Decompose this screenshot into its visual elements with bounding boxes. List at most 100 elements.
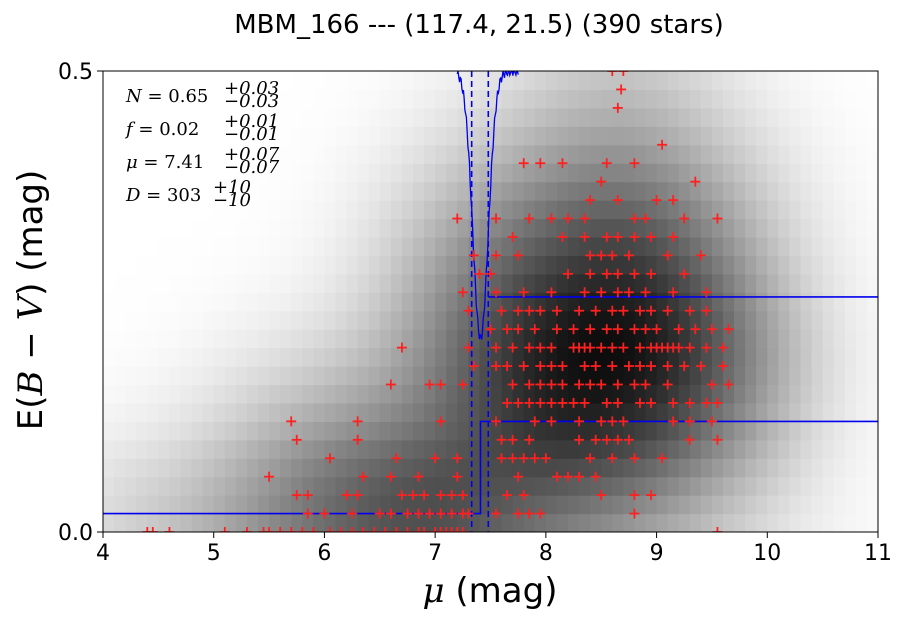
star-marker (662, 361, 673, 372)
density-cell (534, 181, 547, 201)
density-cell (534, 273, 547, 293)
star-marker (485, 268, 496, 279)
density-cell (734, 384, 746, 404)
density-cell (789, 236, 802, 256)
density-cell (811, 89, 824, 109)
density-cell (545, 292, 558, 312)
density-cell (711, 273, 724, 293)
density-cell (390, 384, 403, 404)
density-cell (147, 200, 159, 220)
density-cell (435, 236, 447, 256)
density-cell (158, 200, 171, 220)
density-cell (180, 255, 193, 275)
density-cell (435, 200, 447, 220)
density-cell (523, 71, 536, 91)
density-cell (346, 310, 359, 330)
density-cell (457, 513, 469, 532)
density-cell (424, 107, 436, 127)
density-cell (590, 200, 602, 220)
star-marker (413, 527, 424, 532)
density-cell (125, 384, 137, 404)
density-cell (446, 71, 458, 91)
density-cell (235, 458, 248, 478)
density-cell (800, 384, 813, 404)
density-cell (446, 439, 458, 459)
density-cell (833, 366, 846, 386)
density-cell (114, 292, 126, 312)
density-cell (224, 126, 237, 146)
density-cell (545, 181, 558, 201)
star-marker (701, 397, 712, 408)
density-cell (335, 292, 348, 312)
density-cell (623, 218, 636, 238)
density-cell (246, 273, 259, 293)
y-tick-label: 0.5 (58, 60, 93, 85)
density-cell (723, 366, 735, 386)
density-cell (700, 476, 713, 496)
density-cell (579, 200, 591, 220)
density-cell (745, 402, 757, 422)
density-cell (269, 402, 281, 422)
density-cell (202, 144, 215, 164)
density-cell (258, 236, 270, 256)
density-cell (601, 181, 613, 201)
density-cell (335, 421, 348, 441)
density-cell (590, 513, 602, 532)
density-cell (833, 495, 846, 515)
density-cell (501, 255, 514, 275)
density-cell (180, 163, 193, 183)
density-cell (479, 181, 492, 201)
density-cell (634, 107, 647, 127)
density-cell (258, 200, 270, 220)
density-cell (700, 310, 713, 330)
density-cell (324, 310, 337, 330)
density-cell (158, 292, 171, 312)
star-marker (668, 195, 679, 206)
star-marker (684, 416, 695, 427)
density-cell (468, 458, 481, 478)
density-cell (346, 458, 359, 478)
star-marker (579, 231, 590, 242)
density-cell (346, 163, 359, 183)
density-cell (457, 402, 469, 422)
density-cell (844, 310, 857, 330)
density-cell (335, 495, 348, 515)
density-cell (734, 255, 746, 275)
star-marker (402, 508, 413, 519)
density-cell (579, 144, 591, 164)
star-marker (596, 250, 607, 261)
density-cell (435, 421, 447, 441)
density-cell (689, 200, 702, 220)
density-cell (734, 181, 746, 201)
density-cell (379, 71, 392, 91)
density-cell (224, 476, 237, 496)
density-cell (822, 89, 835, 109)
density-cell (490, 366, 503, 386)
density-cell (302, 126, 314, 146)
density-cell (579, 347, 591, 367)
density-cell (258, 89, 270, 109)
density-cell (745, 89, 757, 109)
density-cell (368, 107, 381, 127)
density-cell (291, 71, 303, 91)
density-cell (645, 144, 658, 164)
density-cell (413, 163, 425, 183)
star-marker (435, 379, 446, 390)
density-cell (844, 366, 857, 386)
density-cell (446, 236, 458, 256)
star-marker (640, 324, 651, 335)
density-cell (767, 144, 779, 164)
density-cell (424, 255, 436, 275)
density-cell (855, 89, 868, 109)
density-cell (114, 347, 126, 367)
density-cell (125, 200, 137, 220)
density-cell (479, 384, 492, 404)
star-marker (579, 287, 590, 298)
density-cell (778, 495, 791, 515)
density-cell (501, 292, 514, 312)
density-cell (579, 163, 591, 183)
density-cell (413, 421, 425, 441)
density-cell (745, 366, 757, 386)
density-cell (833, 458, 846, 478)
density-cell (147, 273, 159, 293)
